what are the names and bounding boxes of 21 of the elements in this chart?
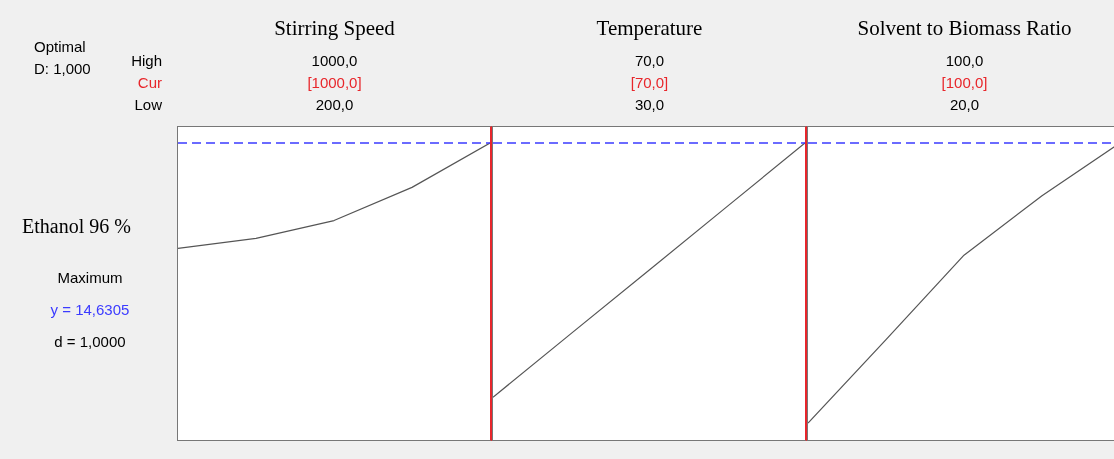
text: Optimal — [34, 38, 86, 55]
text: 20,0 — [948, 95, 981, 115]
chart-title: Temperature — [595, 16, 704, 41]
text: Low — [133, 95, 162, 115]
text: D: 1,000 — [34, 60, 91, 77]
chart-title: Solvent to Biomass Ratio — [856, 16, 1073, 41]
text: 30,0 — [633, 95, 666, 115]
text: [70,0] — [629, 73, 670, 93]
text: d = 1,0000 — [53, 332, 127, 352]
text: 1000,0 — [310, 51, 359, 71]
text: Ethanol 96 % — [22, 215, 131, 238]
text: y = 14,6305 — [49, 300, 131, 320]
chart-title: Stirring Speed — [273, 16, 396, 41]
text: [100,0] — [940, 73, 989, 93]
text: 70,0 — [633, 51, 666, 71]
text: [1000,0] — [306, 73, 363, 93]
text: Cur — [136, 73, 162, 93]
text: Maximum — [56, 268, 124, 288]
text: High — [130, 51, 162, 71]
text: 100,0 — [944, 51, 985, 71]
text: 200,0 — [314, 95, 355, 115]
